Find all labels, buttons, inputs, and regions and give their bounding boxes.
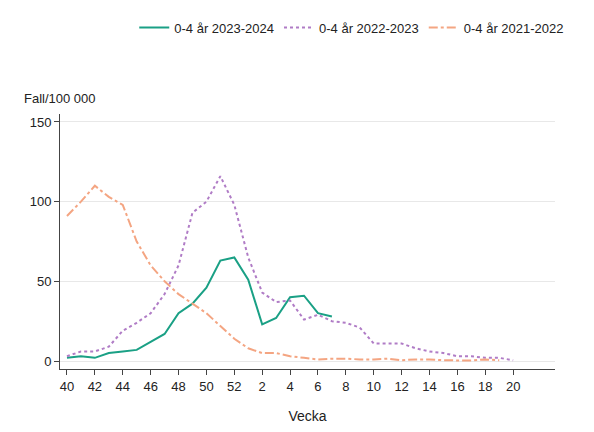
svg-text:6: 6 [314, 379, 321, 394]
svg-text:8: 8 [342, 379, 349, 394]
svg-text:14: 14 [422, 379, 436, 394]
svg-text:12: 12 [394, 379, 408, 394]
svg-text:48: 48 [171, 379, 185, 394]
svg-text:20: 20 [506, 379, 520, 394]
svg-text:10: 10 [366, 379, 380, 394]
svg-text:4: 4 [286, 379, 293, 394]
svg-text:0: 0 [44, 354, 51, 369]
svg-text:50: 50 [37, 274, 51, 289]
svg-text:0-4 år 2021-2022: 0-4 år 2021-2022 [464, 21, 564, 36]
svg-text:16: 16 [450, 379, 464, 394]
svg-text:0-4 år 2023-2024: 0-4 år 2023-2024 [174, 21, 274, 36]
svg-text:50: 50 [199, 379, 213, 394]
svg-text:100: 100 [30, 194, 52, 209]
svg-text:150: 150 [30, 115, 52, 130]
svg-text:2: 2 [259, 379, 266, 394]
svg-text:Fall/100 000: Fall/100 000 [24, 91, 96, 106]
svg-text:0-4 år 2022-2023: 0-4 år 2022-2023 [319, 21, 419, 36]
svg-text:18: 18 [478, 379, 492, 394]
svg-text:52: 52 [227, 379, 241, 394]
svg-text:44: 44 [116, 379, 130, 394]
svg-text:40: 40 [60, 379, 74, 394]
svg-text:Vecka: Vecka [288, 408, 326, 424]
svg-text:42: 42 [88, 379, 102, 394]
svg-text:46: 46 [143, 379, 157, 394]
